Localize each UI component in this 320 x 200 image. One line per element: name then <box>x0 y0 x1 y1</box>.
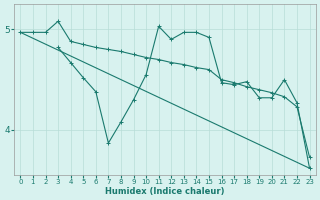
X-axis label: Humidex (Indice chaleur): Humidex (Indice chaleur) <box>105 187 225 196</box>
